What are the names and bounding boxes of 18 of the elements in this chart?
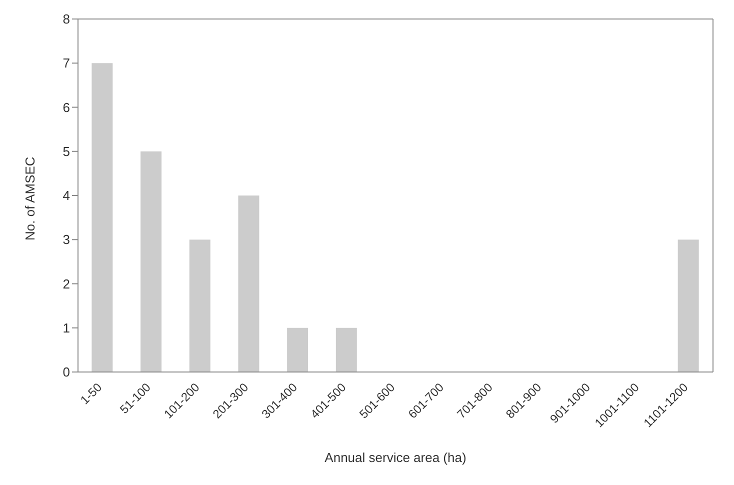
y-tick-label: 2 [62, 276, 70, 292]
y-tick-label: 1 [62, 320, 70, 336]
y-tick-label: 4 [62, 188, 70, 204]
bar [287, 328, 308, 372]
bar [189, 240, 210, 372]
bar [92, 63, 113, 372]
bar [238, 196, 260, 372]
bar [336, 328, 357, 372]
x-axis-title: Annual service area (ha) [324, 450, 466, 465]
y-tick-label: 0 [62, 364, 70, 380]
y-tick-label: 5 [62, 144, 70, 159]
bar [140, 151, 162, 372]
y-tick-label: 8 [62, 12, 70, 27]
y-tick-label: 7 [62, 56, 70, 71]
y-tick-label: 3 [62, 232, 70, 248]
y-axis-title: No. of AMSEC [22, 156, 38, 240]
y-tick-label: 6 [62, 100, 70, 115]
bar [678, 240, 699, 372]
